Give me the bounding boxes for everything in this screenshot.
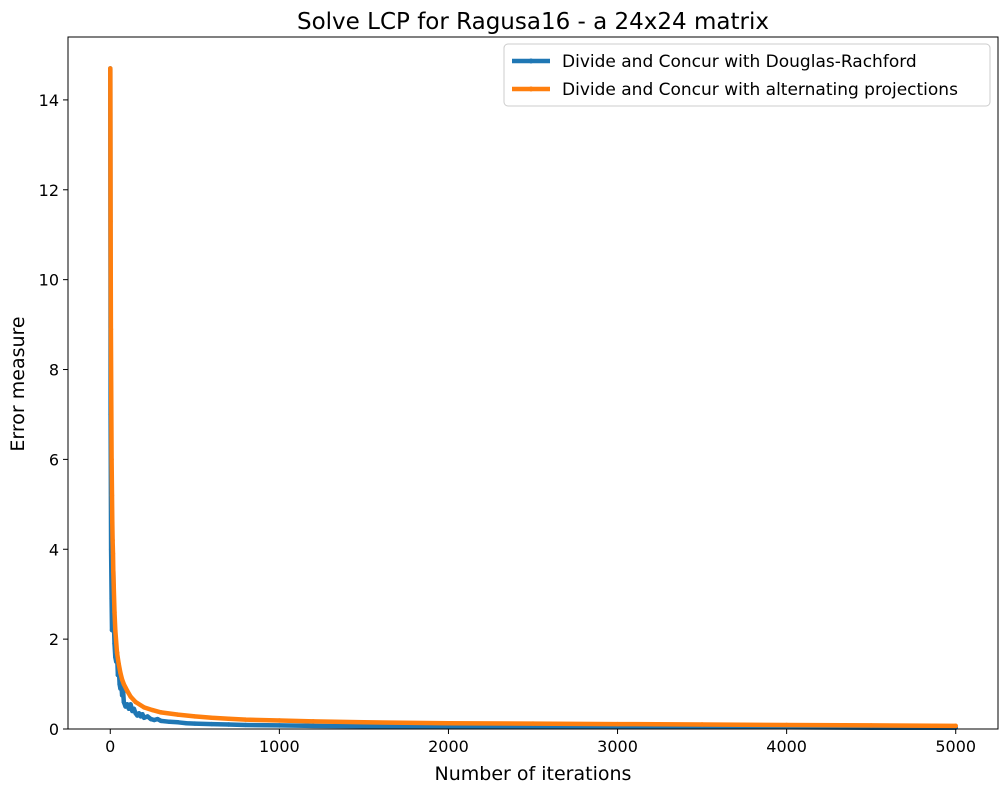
legend-label: Divide and Concur with alternating proje…	[562, 80, 958, 100]
series-point	[226, 722, 231, 727]
series-point	[243, 722, 248, 728]
series-point	[158, 718, 164, 724]
x-tick-label: 0	[105, 737, 115, 756]
series-point	[277, 723, 282, 728]
series-point	[446, 720, 451, 726]
series-point	[128, 702, 133, 707]
series-point	[108, 219, 113, 224]
plot-frame	[67, 36, 999, 730]
series-point	[446, 724, 451, 729]
series-point	[110, 538, 115, 543]
series-point	[243, 717, 248, 722]
legend-label: Divide and Concur with Douglas-Rachford	[562, 52, 917, 72]
series-point	[699, 722, 705, 727]
series-point	[119, 677, 125, 682]
series-point	[126, 706, 132, 711]
y-tick-label: 10	[39, 271, 59, 290]
series-point	[148, 716, 154, 722]
y-tick-label: 4	[49, 540, 59, 559]
series-point	[150, 707, 155, 713]
series-point	[192, 721, 198, 726]
series-point	[167, 719, 172, 725]
series-point	[118, 670, 123, 676]
series-point	[119, 693, 125, 698]
series-point	[175, 712, 181, 717]
series-point	[110, 520, 115, 525]
series-markers-1	[108, 66, 958, 729]
series-point	[108, 66, 113, 71]
legend-marker	[528, 86, 534, 92]
y-tick-label: 6	[49, 450, 59, 469]
series-point	[121, 699, 127, 705]
x-tick-label: 2000	[428, 737, 469, 756]
series-point	[140, 711, 145, 717]
series-point	[110, 551, 116, 556]
y-tick-label: 12	[39, 181, 59, 200]
series-line-1	[108, 66, 958, 729]
series-point	[141, 705, 147, 710]
series-line-0	[108, 66, 958, 730]
legend-box	[503, 43, 991, 107]
legend-marker	[528, 58, 534, 64]
x-tick-label: 3000	[597, 737, 638, 756]
series-point	[155, 716, 160, 722]
series-point	[121, 681, 127, 687]
y-tick-label: 8	[49, 361, 59, 380]
series-point	[152, 717, 157, 723]
chart-title: Solve LCP for Ragusa16 - a 24x24 matrix	[297, 9, 769, 35]
series-point	[109, 403, 114, 408]
series-point	[184, 720, 189, 726]
series-point	[361, 720, 367, 725]
series-point	[953, 723, 958, 729]
series-point	[128, 694, 133, 699]
series-point	[112, 609, 117, 615]
series-point	[209, 715, 214, 720]
x-tick-label: 5000	[935, 737, 976, 756]
y-tick-label: 0	[49, 720, 59, 739]
series-point	[615, 721, 620, 727]
series-point	[116, 661, 121, 667]
series-point	[113, 627, 118, 633]
series-point	[310, 723, 316, 729]
series-point	[310, 719, 316, 724]
series-markers-0	[108, 66, 958, 730]
series-point	[124, 702, 130, 707]
series-point	[145, 714, 150, 719]
series-point	[361, 724, 367, 729]
series-point	[209, 721, 214, 727]
series-point	[133, 699, 138, 705]
plot-area: 0 1000 2000 3000 4000 5000 0 2 4 6 8 10 12 14 Divide a…	[39, 36, 999, 756]
series-point	[124, 688, 130, 694]
series-point	[109, 493, 115, 498]
y-tick-label: 14	[39, 91, 59, 110]
series-point	[141, 715, 147, 720]
series-point	[158, 710, 164, 715]
series-point	[114, 650, 120, 655]
x-tick-label: 1000	[259, 737, 300, 756]
series-point	[175, 720, 181, 725]
series-point	[108, 326, 114, 332]
series-point	[111, 569, 116, 574]
x-tick-label: 4000	[766, 737, 807, 756]
series-point	[109, 457, 114, 462]
series-point	[868, 723, 874, 728]
series-point	[192, 714, 198, 719]
series-point	[784, 722, 789, 728]
y-tick-label: 2	[49, 630, 59, 649]
series-point	[530, 721, 536, 726]
x-axis-label: Number of iterations	[435, 763, 632, 785]
series-point	[226, 716, 231, 721]
y-axis-label: Error measure	[7, 316, 29, 451]
series-point	[131, 706, 137, 711]
series-point	[277, 718, 282, 723]
series-point	[111, 583, 116, 588]
